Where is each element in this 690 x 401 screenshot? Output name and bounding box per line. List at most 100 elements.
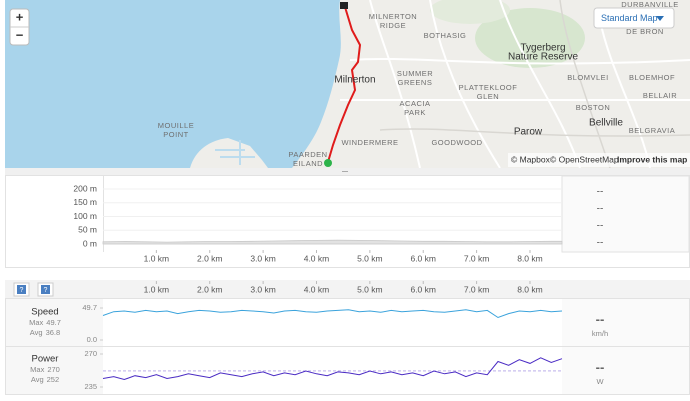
harbour xyxy=(190,138,268,168)
metric-name: Speed xyxy=(31,307,58,318)
unit: W xyxy=(596,377,604,386)
help-text[interactable]: ? xyxy=(44,287,48,294)
metric-avg: Avg 252 xyxy=(31,375,59,384)
map-label: Parow xyxy=(514,127,543,138)
max-value: 49.7 xyxy=(46,318,61,327)
map-label: PAARDEN xyxy=(288,150,327,159)
max-label: Max xyxy=(29,318,43,327)
map-label: BLOEMHOF xyxy=(629,73,675,82)
y-tick-label: 50 m xyxy=(78,225,97,235)
improve-map-link[interactable]: Improve this map xyxy=(617,154,687,164)
x-tick-label: 3.0 km xyxy=(250,284,276,294)
finish-flag xyxy=(340,2,348,9)
y-tick-label: 200 m xyxy=(73,183,97,193)
metric-max: Max 49.7 xyxy=(29,318,61,327)
avg-value: 252 xyxy=(47,375,60,384)
map-label: BOTHASIG xyxy=(424,31,467,40)
x-tick-label: 2.0 km xyxy=(197,253,223,263)
map-label: Milnerton xyxy=(334,75,375,86)
y-tick-label: 49.7 xyxy=(82,303,97,312)
map-label: GOODWOOD xyxy=(431,138,482,147)
x-tick-label: 1.0 km xyxy=(144,253,170,263)
max-value: 270 xyxy=(47,365,60,374)
roads xyxy=(379,0,690,169)
x-tick-label: 5.0 km xyxy=(357,284,383,294)
metric-name: Power xyxy=(32,354,59,365)
map-label: BELGRAVIA xyxy=(629,126,675,135)
map-label: EILAND xyxy=(293,159,323,168)
attribution[interactable]: © Mapbox xyxy=(511,154,551,164)
readout-box xyxy=(561,175,690,253)
y-tick-label: 0.0 xyxy=(87,335,97,344)
map-label: Tygerberg xyxy=(520,43,565,54)
elevation-area xyxy=(102,239,563,245)
help-icon xyxy=(17,285,26,294)
y-tick-label: 150 m xyxy=(73,197,97,207)
map-label: MILNERTON xyxy=(369,12,417,21)
metric-avg: Avg 36.8 xyxy=(30,328,60,337)
x-tick-label: 6.0 km xyxy=(410,284,436,294)
x-tick-label: 5.0 km xyxy=(357,253,383,263)
x-tick-label: 7.0 km xyxy=(464,253,490,263)
x-tick-label: 6.0 km xyxy=(410,253,436,263)
map-label: Bellville xyxy=(589,118,623,129)
avg-value: 36.8 xyxy=(46,328,61,337)
map-style-button[interactable] xyxy=(593,7,675,29)
metric-max: Max 270 xyxy=(30,365,60,374)
zoom-out[interactable]: − xyxy=(16,27,24,42)
readout: -- xyxy=(597,221,604,232)
map-label: MOUILLE xyxy=(158,121,194,130)
power-line xyxy=(102,357,563,381)
map-label: BLOMVLEI xyxy=(567,73,609,82)
x-tick-label: 2.0 km xyxy=(197,284,223,294)
x-tick-label: 4.0 km xyxy=(304,284,330,294)
dropdown-arrow xyxy=(656,16,664,21)
map-label: BELLAIR xyxy=(643,91,677,100)
map-label: PARK xyxy=(404,108,426,117)
map-label: POINT xyxy=(163,130,188,139)
avg-label: Avg xyxy=(30,328,43,337)
map-label: GREENS xyxy=(398,78,433,87)
y-tick-label: 235 xyxy=(84,382,97,391)
map-label: WINDERMERE xyxy=(341,138,398,147)
start-marker xyxy=(324,159,332,167)
readout: -- xyxy=(596,359,605,374)
x-tick-label: 4.0 km xyxy=(304,253,330,263)
attribution[interactable]: © OpenStreetMap xyxy=(550,154,619,164)
map-label: SUMMER xyxy=(397,69,433,78)
route xyxy=(327,6,362,163)
y-tick-label: 270 xyxy=(84,349,97,358)
x-tick-label: 8.0 km xyxy=(517,253,543,263)
map-label: RIDGE xyxy=(380,21,406,30)
y-tick-label: 0 m xyxy=(83,238,97,248)
help-icon xyxy=(41,285,50,294)
x-tick-label: 8.0 km xyxy=(517,284,543,294)
readout: -- xyxy=(597,187,604,198)
readout: -- xyxy=(597,238,604,249)
help-text[interactable]: ? xyxy=(20,287,24,294)
readout: -- xyxy=(597,204,604,215)
x-tick-label: 1.0 km xyxy=(144,284,170,294)
max-label: Max xyxy=(30,365,44,374)
map-label: ACACIA xyxy=(400,99,431,108)
map-label: GLEN xyxy=(477,92,499,101)
park xyxy=(475,8,585,68)
readout: -- xyxy=(596,311,605,326)
speed-line xyxy=(102,309,563,319)
map-style-label[interactable]: Standard Map xyxy=(601,13,658,23)
map-label: BOSTON xyxy=(576,103,611,112)
attribution-bar xyxy=(508,153,690,167)
map-label: PLATTEKLOOF xyxy=(459,83,518,92)
unit: km/h xyxy=(592,329,608,338)
harbour-basin xyxy=(215,140,255,165)
toolbar xyxy=(5,280,690,298)
x-tick-label: 3.0 km xyxy=(250,253,276,263)
avg-label: Avg xyxy=(31,375,44,384)
park xyxy=(430,0,510,24)
y-tick-label: 100 m xyxy=(73,211,97,221)
zoom-in[interactable]: + xyxy=(16,9,24,24)
